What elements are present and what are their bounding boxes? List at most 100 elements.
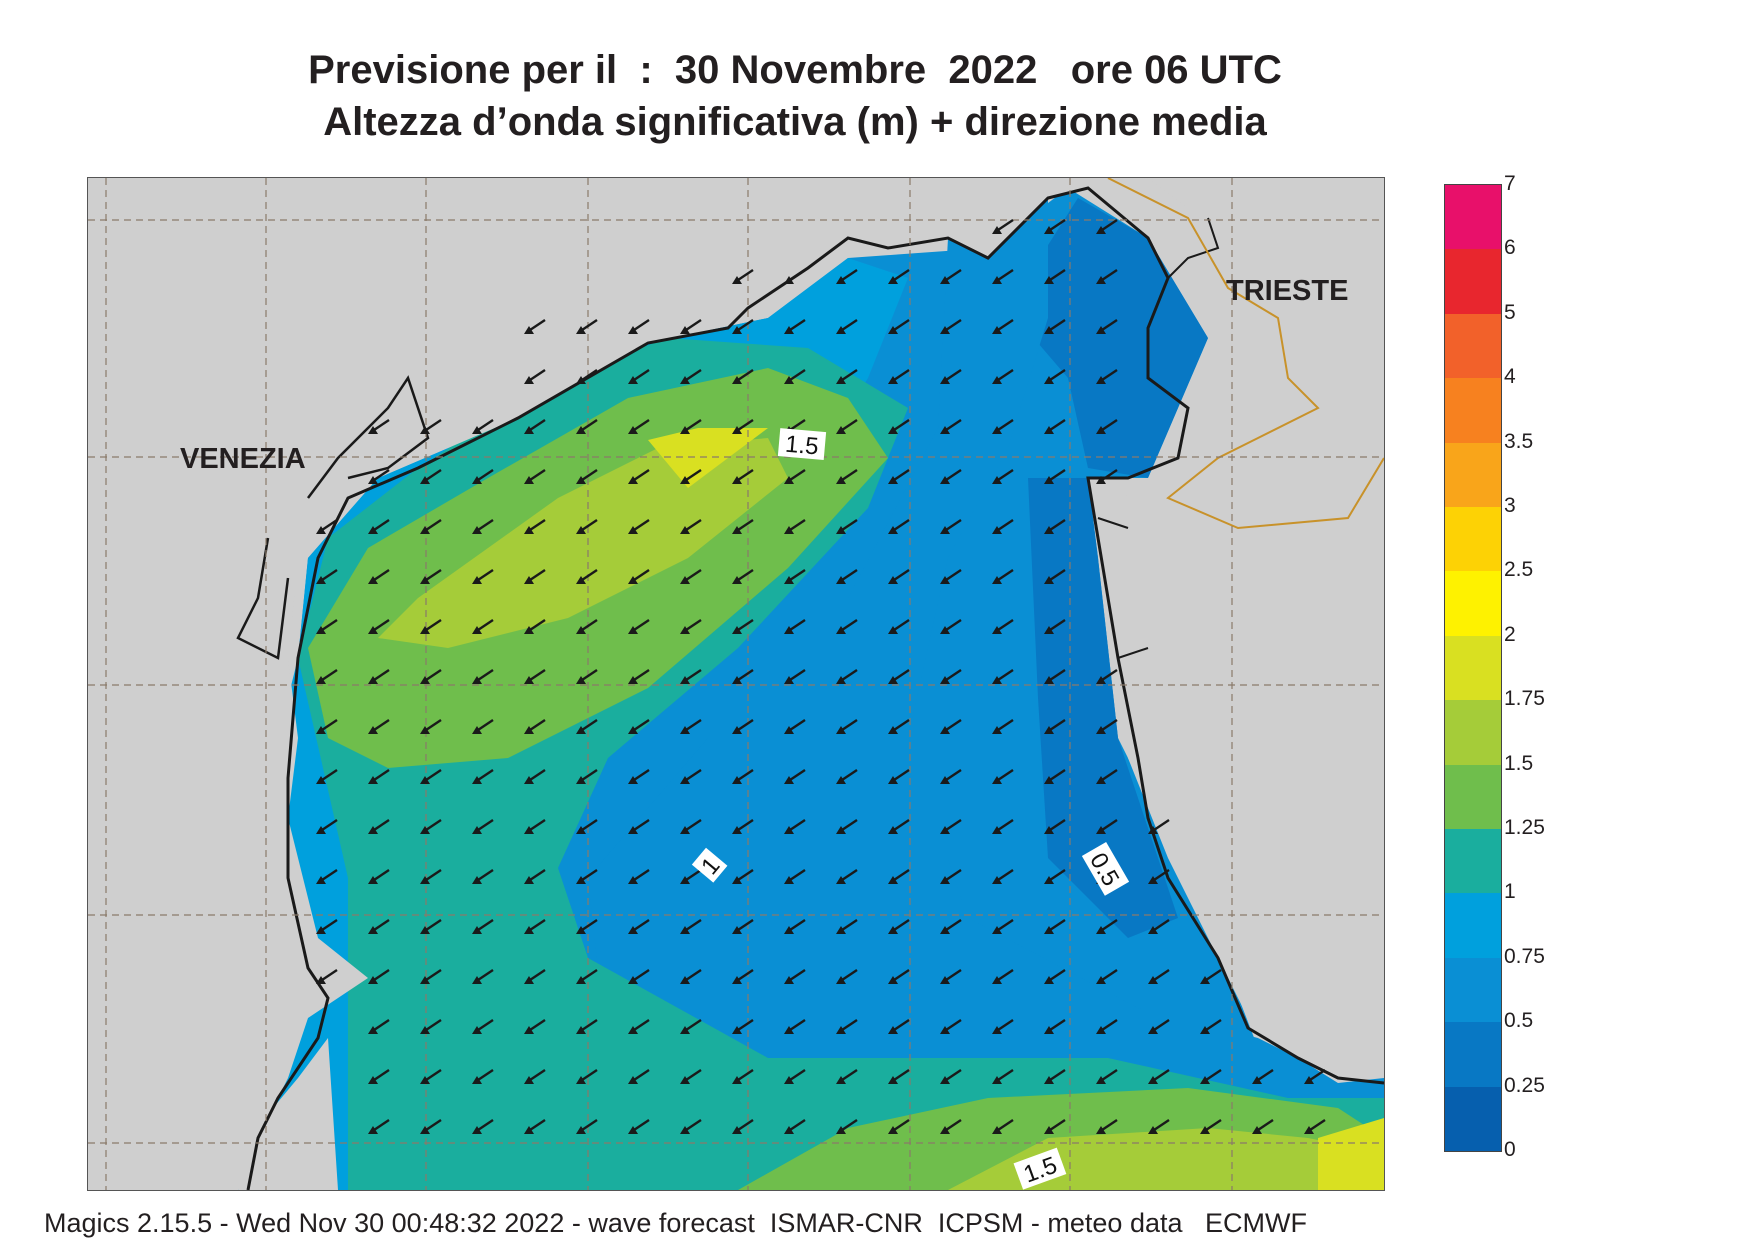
wave-arrow-head [888,1126,898,1134]
wave-arrow-head [576,376,586,384]
wave-arrow-head [472,1076,482,1084]
wave-arrow-head [472,876,482,884]
wave-arrow-head [1044,426,1054,434]
wave-arrow-head [576,1026,586,1034]
wave-arrow-head [992,626,1002,634]
wave-arrow-head [1044,1126,1054,1134]
legend-tick-label: 0.5 [1504,1009,1534,1033]
wave-arrow-head [1096,726,1106,734]
wave-arrow-head [628,726,638,734]
wave-arrow-head [836,676,846,684]
legend-swatch [1445,249,1501,315]
wave-arrow-head [784,676,794,684]
wave-arrow-head [784,376,794,384]
wave-arrow-head [992,276,1002,284]
wave-arrow-head [420,1026,430,1034]
wave-arrow-head [784,476,794,484]
wave-arrow-head [1200,976,1210,984]
wave-arrow-head [1044,326,1054,334]
wave-arrow-head [472,576,482,584]
wave-arrow-head [888,726,898,734]
wave-arrow-head [316,726,326,734]
map-grid [88,178,1384,1190]
wave-arrow-head [1096,1126,1106,1134]
wave-arrow-head [992,926,1002,934]
wave-arrow-head [1044,776,1054,784]
wave-arrow-head [784,326,794,334]
wave-arrow-head [576,926,586,934]
wave-arrow-head [420,576,430,584]
legend-swatch [1445,313,1501,379]
wave-arrow-head [316,776,326,784]
wave-arrow-head [784,726,794,734]
legend-swatch [1445,571,1501,637]
wave-arrow-head [1148,1026,1158,1034]
band-0.25-east [1028,478,1178,938]
wave-arrow-head [524,1026,534,1034]
wave-arrow-head [1044,876,1054,884]
wave-arrow-head [524,426,534,434]
wave-arrow-head [836,526,846,534]
wave-arrow-head [680,376,690,384]
wave-arrow-head [628,626,638,634]
legend-tick-label: 0 [1504,1138,1516,1161]
legend-tick-label: 3.5 [1504,429,1534,453]
wave-arrow-head [680,876,690,884]
wave-arrow-head [680,326,690,334]
wave-arrow-head [1304,1076,1314,1084]
wave-arrow-head [576,476,586,484]
legend-tick-label: 3 [1504,494,1516,517]
wave-arrow-head [628,576,638,584]
wave-arrow-head [1096,276,1106,284]
wave-arrow-head [1148,926,1158,934]
wave-arrow-head [992,776,1002,784]
wave-arrow-head [576,1126,586,1134]
city-label-venezia: VENEZIA [180,443,306,475]
wave-arrow-head [368,776,378,784]
wave-arrow-head [732,676,742,684]
wave-arrow-head [420,426,430,434]
wave-arrow-head [1096,326,1106,334]
legend-tick-label: 0.25 [1504,1073,1545,1097]
wave-arrow-head [1044,1076,1054,1084]
wave-arrow-head [316,626,326,634]
wave-arrow-head [368,976,378,984]
wave-arrow-head [732,1076,742,1084]
wave-arrow-head [524,476,534,484]
legend-swatch [1445,507,1501,572]
legend-tick-label: 4 [1504,365,1516,389]
land-west [88,178,1384,1190]
wave-arrow-head [524,626,534,634]
wave-arrow-head [1044,576,1054,584]
wave-arrow-head [784,826,794,834]
wave-arrow-head [836,976,846,984]
land-east [1098,198,1384,1083]
wave-arrow-head [940,876,950,884]
wave-arrow-head [420,726,430,734]
band-1.75-south [1318,1118,1384,1190]
wave-arrow-head [940,1026,950,1034]
legend-tick-label: 7 [1504,172,1516,195]
wave-arrow-head [1200,1026,1210,1034]
wave-arrow-head [888,976,898,984]
wave-arrow-head [628,826,638,834]
wave-arrow-head [316,826,326,834]
wave-arrow-head [628,326,638,334]
wave-arrow-head [1096,926,1106,934]
wave-arrow-head [732,976,742,984]
wave-arrow-head [836,876,846,884]
wave-arrow-head [836,1126,846,1134]
legend-swatch [1445,378,1501,444]
legend-tick-label: 1.5 [1504,751,1534,775]
wave-arrow-head [992,826,1002,834]
wave-arrow-head [368,1126,378,1134]
wave-arrow-head [1148,1126,1158,1134]
legend-swatch [1445,764,1501,830]
wave-arrow-head [940,976,950,984]
wave-arrow-head [732,776,742,784]
wave-arrow-head [628,1026,638,1034]
footer-credits: Magics 2.15.5 - Wed Nov 30 00:48:32 2022… [44,1208,1307,1238]
wave-arrow-head [576,526,586,534]
wave-arrow-head [992,226,1002,234]
wave-arrow-head [1096,776,1106,784]
